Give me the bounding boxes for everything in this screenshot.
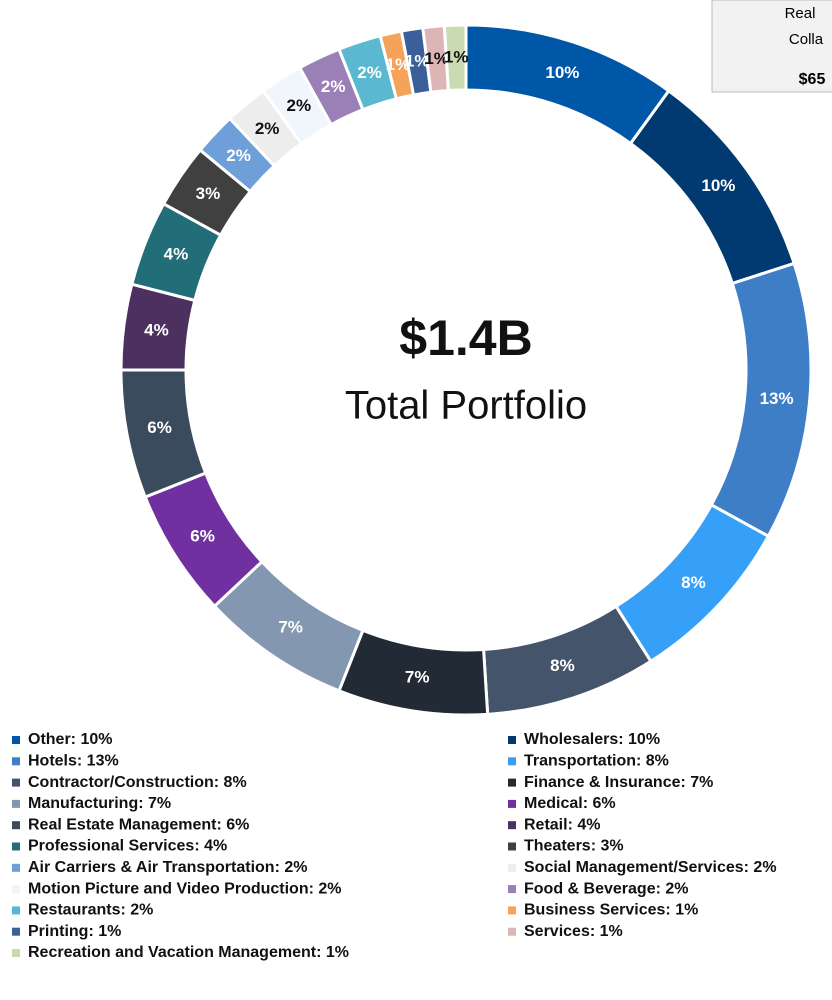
annotation-line: Real bbox=[785, 5, 816, 22]
slice-label: 7% bbox=[405, 668, 430, 687]
legend-swatch bbox=[508, 927, 516, 936]
legend-swatch bbox=[508, 799, 516, 808]
legend-swatch bbox=[12, 736, 20, 744]
legend-label: Professional Services: 4% bbox=[28, 838, 227, 855]
legend-swatch bbox=[12, 863, 20, 872]
annotation-line: Colla bbox=[789, 31, 824, 48]
legend-label: Wholesalers: 10% bbox=[524, 731, 660, 748]
legend-label: Hotels: 13% bbox=[28, 753, 119, 770]
slice-label: 6% bbox=[190, 527, 215, 546]
slice-label: 2% bbox=[287, 96, 312, 115]
legend-label: Finance & Insurance: 7% bbox=[524, 774, 713, 791]
legend-label: Theaters: 3% bbox=[524, 838, 624, 855]
legend-swatch bbox=[508, 736, 516, 744]
slice-label: 1% bbox=[405, 51, 430, 70]
center-title: $1.4B bbox=[399, 310, 532, 366]
legend-label: Real Estate Management: 6% bbox=[28, 816, 249, 833]
legend-label: Air Carriers & Air Transportation: 2% bbox=[28, 859, 307, 876]
center-subtitle: Total Portfolio bbox=[345, 384, 587, 428]
legend-label: Services: 1% bbox=[524, 923, 623, 940]
legend-label: Recreation and Vacation Management: 1% bbox=[28, 944, 349, 961]
legend-swatch bbox=[12, 949, 20, 957]
legend-swatch bbox=[508, 757, 516, 766]
slice-label: 2% bbox=[255, 119, 280, 138]
slice-label: 10% bbox=[701, 176, 735, 195]
slice-label: 2% bbox=[357, 63, 382, 82]
legend-label: Manufacturing: 7% bbox=[28, 795, 171, 812]
legend-swatch bbox=[12, 842, 20, 851]
legend-label: Motion Picture and Video Production: 2% bbox=[28, 880, 342, 897]
slice-label: 8% bbox=[681, 573, 706, 592]
legend-swatch bbox=[12, 799, 20, 808]
legend-label: Food & Beverage: 2% bbox=[524, 880, 688, 897]
slice-label: 2% bbox=[226, 146, 251, 165]
legend-label: Transportation: 8% bbox=[524, 753, 669, 770]
slice-label: 1% bbox=[444, 48, 469, 67]
legend-label: Social Management/Services: 2% bbox=[524, 859, 777, 876]
slice bbox=[442, 23, 468, 93]
legend-swatch bbox=[508, 906, 516, 915]
slice-label: 1% bbox=[424, 49, 449, 68]
slice-label: 6% bbox=[147, 418, 172, 437]
legend-swatch bbox=[12, 885, 20, 894]
legend-label: Restaurants: 2% bbox=[28, 902, 153, 919]
slice-label: 7% bbox=[278, 618, 303, 637]
legend-label: Printing: 1% bbox=[28, 923, 121, 940]
annotation-box bbox=[711, 0, 832, 93]
legend-label: Business Services: 1% bbox=[524, 902, 698, 919]
legend-label: Other: 10% bbox=[28, 731, 112, 748]
slice-label: 13% bbox=[760, 389, 794, 408]
slice-label: 2% bbox=[321, 77, 346, 96]
slice bbox=[464, 23, 671, 146]
slice-label: 4% bbox=[144, 320, 169, 339]
legend-label: Medical: 6% bbox=[524, 795, 616, 812]
annotation-line: $65 bbox=[799, 71, 826, 88]
legend-swatch bbox=[508, 842, 516, 851]
legend-swatch bbox=[508, 821, 516, 830]
slice-label: 4% bbox=[164, 245, 189, 264]
legend-label: Retail: 4% bbox=[524, 816, 600, 833]
slice-label: 3% bbox=[196, 184, 221, 203]
legend-swatch bbox=[12, 927, 20, 936]
slice-label: 8% bbox=[550, 656, 575, 675]
legend-swatch bbox=[508, 778, 516, 787]
legend-swatch bbox=[12, 757, 20, 766]
legend-label: Contractor/Construction: 8% bbox=[28, 774, 247, 791]
legend-swatch bbox=[508, 863, 516, 872]
slice-label: 10% bbox=[545, 63, 579, 82]
legend-swatch bbox=[12, 821, 20, 830]
slice-label: 1% bbox=[386, 55, 411, 74]
legend-swatch bbox=[12, 906, 20, 915]
legend-swatch bbox=[508, 885, 516, 894]
legend-swatch bbox=[12, 778, 20, 787]
